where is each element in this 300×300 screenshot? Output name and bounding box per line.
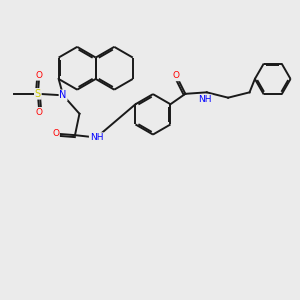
Text: O: O [36,71,43,80]
Text: O: O [36,108,43,117]
Text: NH: NH [199,95,212,104]
Text: N: N [59,90,67,100]
Text: O: O [52,129,59,138]
Text: S: S [35,89,41,99]
Text: O: O [173,71,180,80]
Text: NH: NH [90,133,103,142]
